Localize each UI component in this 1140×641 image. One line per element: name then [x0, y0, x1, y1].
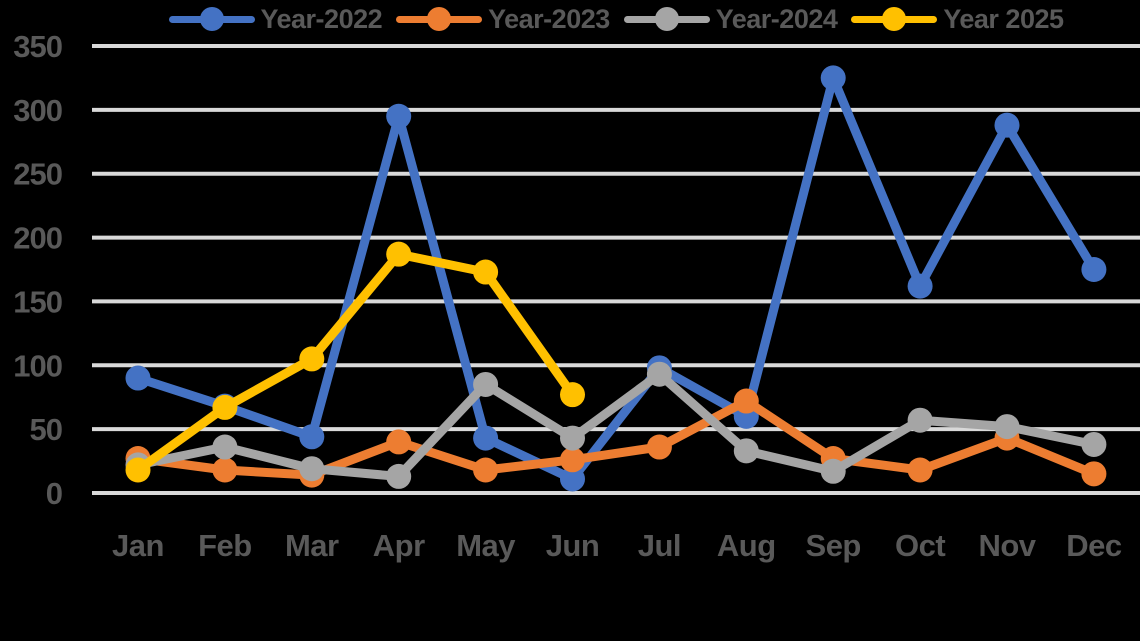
chart-legend: Year-2022 Year-2023 Year-2024 Year 2025 [0, 0, 1140, 38]
x-axis-label-jan: Jan [112, 528, 164, 563]
x-axis-label-feb: Feb [198, 528, 252, 563]
data-point-year-2022 [299, 424, 325, 450]
data-point-year-2023 [212, 457, 238, 483]
x-axis-label-jul: Jul [638, 528, 681, 563]
data-point-year-2022 [386, 103, 412, 129]
series-line-year-2023 [133, 396, 1099, 480]
legend-marker-year-2025 [851, 5, 938, 33]
x-axis-label-nov: Nov [978, 528, 1036, 563]
legend-item-year-2023: Year-2023 [396, 4, 610, 35]
x-axis-label-mar: Mar [285, 528, 339, 563]
legend-item-year-2024: Year-2024 [623, 3, 838, 35]
y-axis-tick-label: 50 [30, 412, 62, 447]
data-point-year-2023 [473, 457, 499, 483]
y-axis-tick-label: 350 [13, 29, 62, 64]
legend-label-year-2022: Year-2022 [260, 3, 383, 34]
data-point-year-2024 [646, 361, 672, 387]
data-point-year-2025 [212, 394, 238, 420]
data-point-year-2024 [560, 425, 585, 451]
x-axis-label-aug: Aug [717, 528, 776, 563]
data-point-year-2023 [907, 457, 933, 483]
data-point-year-2023 [733, 388, 759, 414]
x-axis-label-may: May [456, 528, 516, 563]
data-point-year-2025 [473, 259, 499, 285]
data-point-year-2022 [1081, 257, 1107, 282]
y-axis-tick-label: 150 [13, 284, 62, 319]
data-point-year-2025 [299, 346, 325, 372]
x-axis-label-apr: Apr [373, 528, 425, 563]
data-point-year-2025 [386, 241, 412, 267]
legend-marker-year-2024 [623, 5, 710, 33]
y-axis-tick-label: 0 [46, 476, 62, 511]
data-point-year-2023 [646, 434, 672, 460]
series-line-year-2025 [133, 249, 577, 475]
data-point-year-2022 [907, 273, 933, 299]
data-point-year-2023 [1081, 461, 1107, 487]
y-axis-tick-label: 250 [13, 157, 62, 192]
legend-label-year-2024: Year-2024 [715, 3, 838, 34]
legend-label-year-2023: Year-2023 [488, 3, 610, 34]
legend-item-year-2025: Year 2025 [851, 3, 1064, 35]
data-point-year-2024 [386, 463, 412, 489]
data-point-year-2024 [473, 371, 499, 397]
x-axis-label-oct: Oct [895, 528, 945, 563]
data-point-year-2024 [1081, 431, 1107, 457]
data-point-year-2023 [560, 447, 585, 473]
data-point-year-2024 [212, 434, 238, 460]
data-point-year-2024 [299, 456, 325, 482]
data-point-year-2022 [820, 65, 846, 91]
legend-item-year-2022: Year-2022 [168, 3, 383, 35]
legend-marker-year-2022 [168, 5, 255, 33]
data-point-year-2024 [907, 407, 933, 433]
data-point-year-2025 [560, 382, 585, 408]
data-point-year-2025 [125, 457, 151, 483]
y-axis-tick-label: 100 [13, 348, 62, 383]
y-axis-tick-label: 300 [13, 93, 62, 128]
x-axis-label-jun: Jun [546, 528, 600, 563]
data-point-year-2024 [994, 414, 1020, 440]
data-point-year-2024 [733, 438, 759, 464]
data-point-year-2022 [994, 112, 1020, 138]
legend-marker-year-2023 [396, 5, 483, 33]
series-line-year-2024 [133, 369, 1099, 481]
series-line-year-2022 [133, 73, 1099, 484]
data-point-year-2022 [473, 425, 499, 451]
legend-label-year-2025: Year 2025 [943, 3, 1064, 34]
data-point-year-2022 [560, 466, 585, 492]
data-point-year-2024 [820, 458, 846, 484]
y-axis-tick-label: 200 [13, 221, 62, 256]
x-axis-label-dec: Dec [1066, 528, 1122, 563]
data-point-year-2022 [125, 365, 151, 391]
data-point-year-2023 [386, 429, 412, 455]
x-axis-label-sep: Sep [806, 528, 861, 563]
